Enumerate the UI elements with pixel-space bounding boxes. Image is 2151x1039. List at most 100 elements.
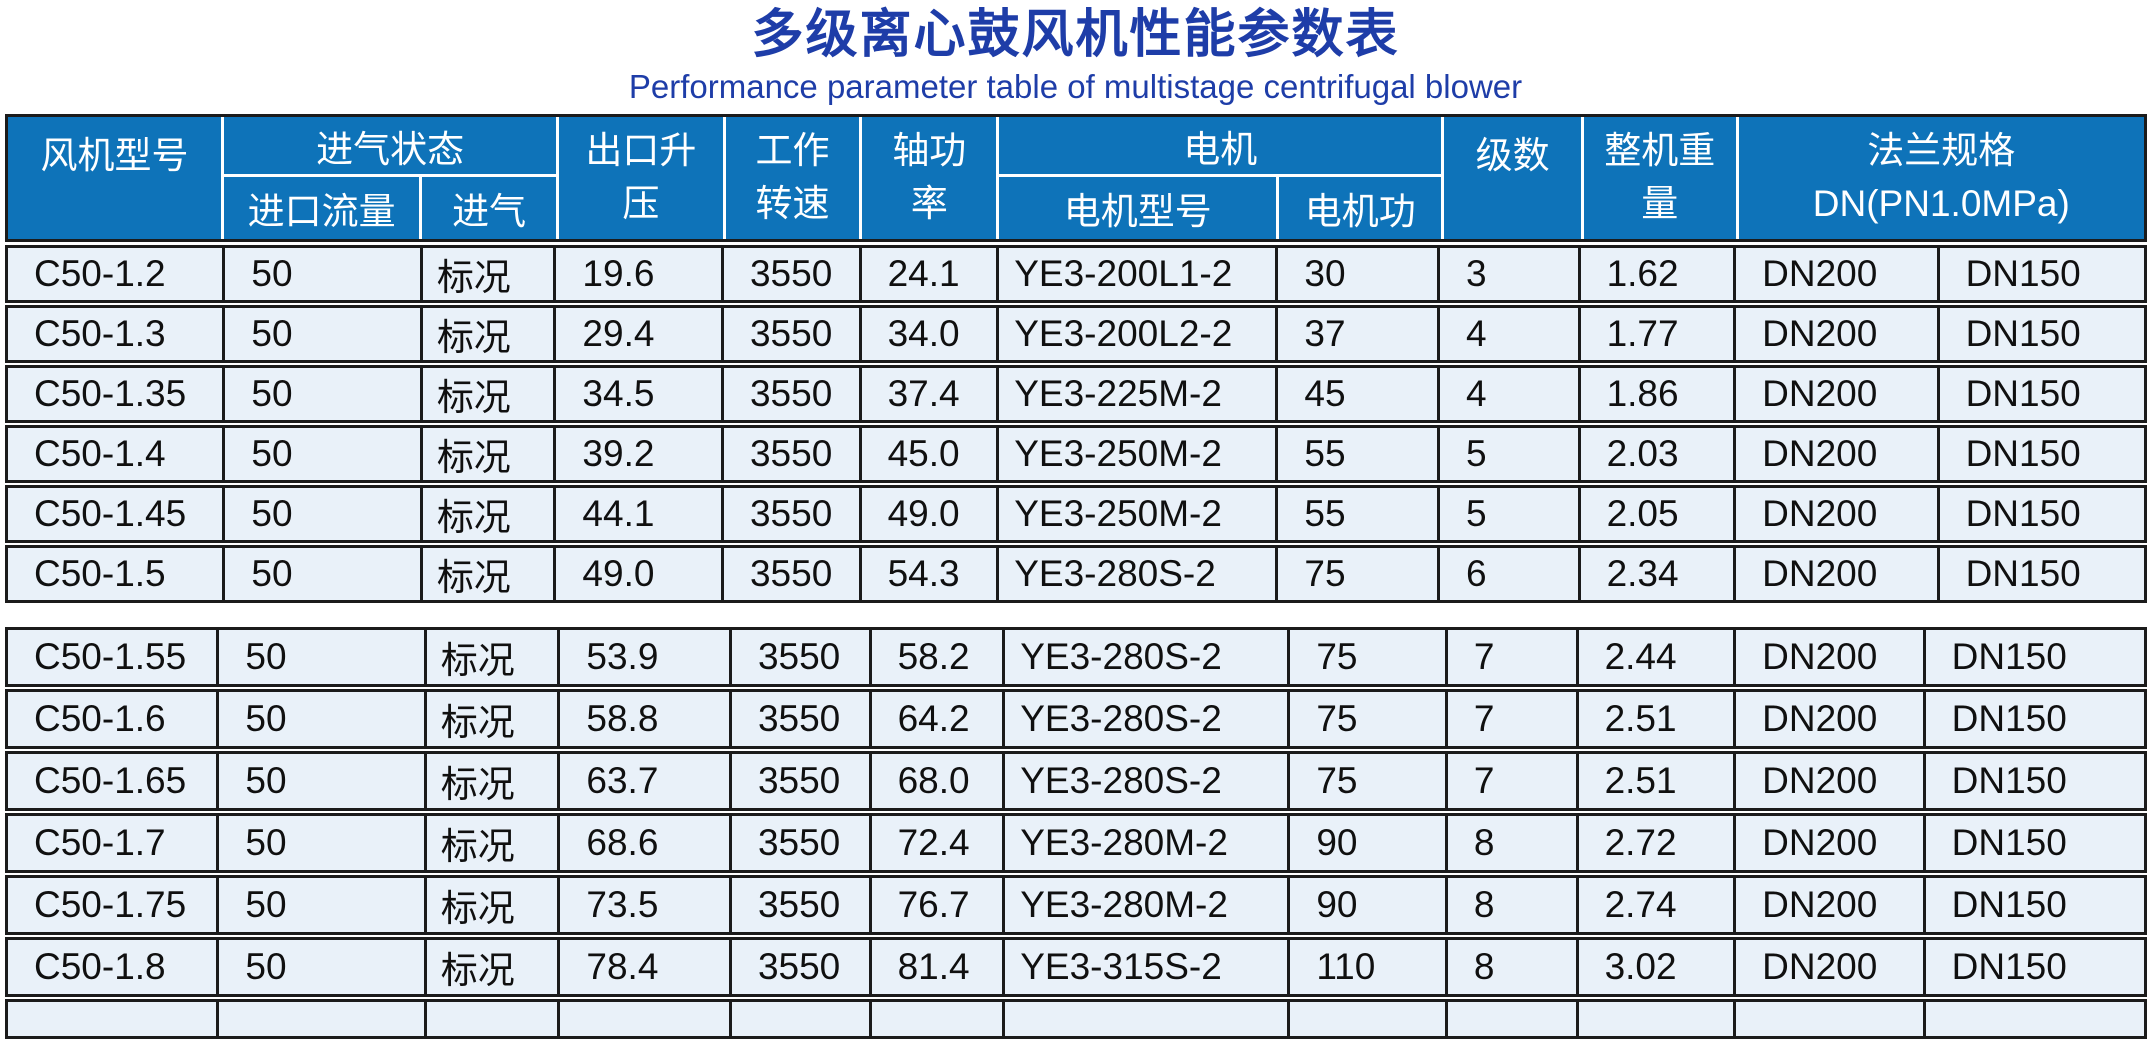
cell-inlet-flow: 50 (219, 630, 427, 684)
cell-intake-state: 标况 (427, 692, 561, 746)
cell-shaft-power: 45.0 (862, 428, 1000, 480)
header-inlet-flow: 进口流量 (224, 177, 423, 239)
cell-stages: 8 (1448, 878, 1579, 932)
cell-working-speed: 3550 (732, 816, 872, 870)
cell-working-speed: 3550 (724, 308, 862, 360)
cell-fan-model: C50-1.6 (8, 692, 220, 746)
cell-shaft-power: 49.0 (862, 488, 1000, 540)
header-working-speed: 工作 转速 (726, 117, 863, 239)
cell-flange-dn200: DN200 (1736, 630, 1926, 684)
cell-motor-model: YE3-250M-2 (999, 488, 1279, 540)
cell-motor-power: 75 (1290, 754, 1448, 808)
cell-flange-dn200: DN200 (1736, 308, 1940, 360)
cell-fan-model: C50-1.2 (8, 248, 226, 300)
cell-shaft-power: 24.1 (862, 248, 1000, 300)
cell-working-speed: 3550 (724, 428, 862, 480)
cell-inlet-flow: 50 (219, 754, 427, 808)
cell-shaft-power: 58.2 (872, 630, 1006, 684)
cell-fan-model: C50-1.35 (8, 368, 226, 420)
cell-stages: 5 (1440, 488, 1581, 540)
cell-stages: 4 (1440, 368, 1581, 420)
cell-inlet-flow: 50 (225, 308, 423, 360)
cell-outlet-pressure: 19.6 (556, 248, 724, 300)
cell-weight: 2.72 (1579, 816, 1737, 870)
cell-working-speed: 3550 (732, 940, 872, 994)
header-total-weight: 整机重 量 (1584, 117, 1739, 239)
cell-intake-state: 标况 (427, 816, 561, 870)
cell-inlet-flow: 50 (219, 940, 427, 994)
cell-weight: 2.05 (1581, 488, 1737, 540)
table-row: C50-1.6 50 标况 58.8 3550 64.2 YE3-280S-2 … (5, 689, 2147, 749)
cell-inlet-flow: 50 (225, 548, 423, 600)
cell-motor-power: 75 (1290, 630, 1448, 684)
cell-shaft-power: 72.4 (872, 816, 1006, 870)
cell-fan-model: C50-1.5 (8, 548, 226, 600)
header-motor: 电机 (999, 117, 1442, 177)
cell-working-speed: 3550 (724, 548, 862, 600)
spec-table-section-3-cutoff (5, 999, 2147, 1039)
cell-fan-model: C50-1.3 (8, 308, 226, 360)
cell-shaft-power: 81.4 (872, 940, 1006, 994)
cell-weight: 2.74 (1579, 878, 1737, 932)
cell-fan-model: C50-1.55 (8, 630, 220, 684)
cell-stages: 8 (1448, 940, 1579, 994)
cell-flange-dn150: DN150 (1951, 884, 2067, 925)
table-row: C50-1.5 50 标况 49.0 3550 54.3 YE3-280S-2 … (5, 545, 2147, 603)
cell-outlet-pressure: 68.6 (560, 816, 732, 870)
cell-motor-power: 37 (1278, 308, 1440, 360)
cell-intake-state: 标况 (423, 428, 557, 480)
cell-outlet-pressure: 49.0 (556, 548, 724, 600)
cell-flange-dn200: DN200 (1736, 940, 1926, 994)
cell-motor-power: 55 (1278, 428, 1440, 480)
table-row: C50-1.55 50 标况 53.9 3550 58.2 YE3-280S-2… (5, 627, 2147, 687)
cell-flange-dn150: DN150 (1965, 313, 2081, 354)
spec-table-section-2: C50-1.55 50 标况 53.9 3550 58.2 YE3-280S-2… (5, 627, 2147, 997)
cell-motor-model: YE3-280S-2 (1005, 754, 1291, 808)
cell-shaft-power: 76.7 (872, 878, 1006, 932)
cell-flange-dn150: DN150 (1951, 822, 2067, 863)
cell-working-speed: 3550 (732, 692, 872, 746)
cell-flange-dn200: DN200 (1736, 428, 1940, 480)
cell-intake-state: 标况 (423, 488, 557, 540)
header-intake-state-group: 进气状态 进口流量 进气 (224, 117, 560, 239)
cell-fan-model: C50-1.75 (8, 878, 220, 932)
cell-working-speed: 3550 (724, 488, 862, 540)
cell-flange-dn200: DN200 (1736, 878, 1926, 932)
cell-motor-power: 75 (1278, 548, 1440, 600)
cell-flange-dn150: DN150 (1951, 946, 2067, 987)
cell-weight: 1.86 (1581, 368, 1737, 420)
cell-motor-power: 45 (1278, 368, 1440, 420)
page-title-en: Performance parameter table of multistag… (628, 68, 1523, 105)
cell-shaft-power: 34.0 (862, 308, 1000, 360)
table-row: C50-1.65 50 标况 63.7 3550 68.0 YE3-280S-2… (5, 751, 2147, 811)
cell-stages: 7 (1448, 630, 1579, 684)
cell-outlet-pressure: 34.5 (556, 368, 724, 420)
cell-flange-dn150: DN150 (1965, 553, 2081, 594)
cell-weight: 1.62 (1581, 248, 1737, 300)
header-fan-model: 风机型号 (8, 117, 225, 239)
section-gap (0, 605, 2151, 627)
cell-weight: 2.03 (1581, 428, 1737, 480)
cell-outlet-pressure: 44.1 (556, 488, 724, 540)
cell-working-speed: 3550 (724, 248, 862, 300)
cell-working-speed: 3550 (732, 630, 872, 684)
cell-fan-model: C50-1.4 (8, 428, 226, 480)
cell-intake-state: 标况 (427, 754, 561, 808)
cell-inlet-flow: 50 (225, 368, 423, 420)
cell-weight: 2.34 (1581, 548, 1737, 600)
cell-weight: 3.02 (1579, 940, 1737, 994)
cell-motor-model: YE3-315S-2 (1005, 940, 1291, 994)
cell-flange-dn150: DN150 (1965, 253, 2081, 294)
cell-fan-model: C50-1.8 (8, 940, 220, 994)
cell-motor-power: 55 (1278, 488, 1440, 540)
page-title-zh: 多级离心鼓风机性能参数表 (751, 6, 1400, 64)
table-row-cutoff (5, 999, 2147, 1039)
header-motor-group: 电机 电机型号 电机功 (999, 117, 1445, 239)
cell-inlet-flow: 50 (225, 248, 423, 300)
cell-weight: 1.77 (1581, 308, 1737, 360)
cell-motor-power: 30 (1278, 248, 1440, 300)
spec-table-section-1: 风机型号 进气状态 进口流量 进气 出口升 压 工作 转速 轴功 率 (5, 114, 2147, 603)
cell-intake-state: 标况 (427, 940, 561, 994)
cell-outlet-pressure: 58.8 (560, 692, 732, 746)
cell-working-speed: 3550 (732, 878, 872, 932)
